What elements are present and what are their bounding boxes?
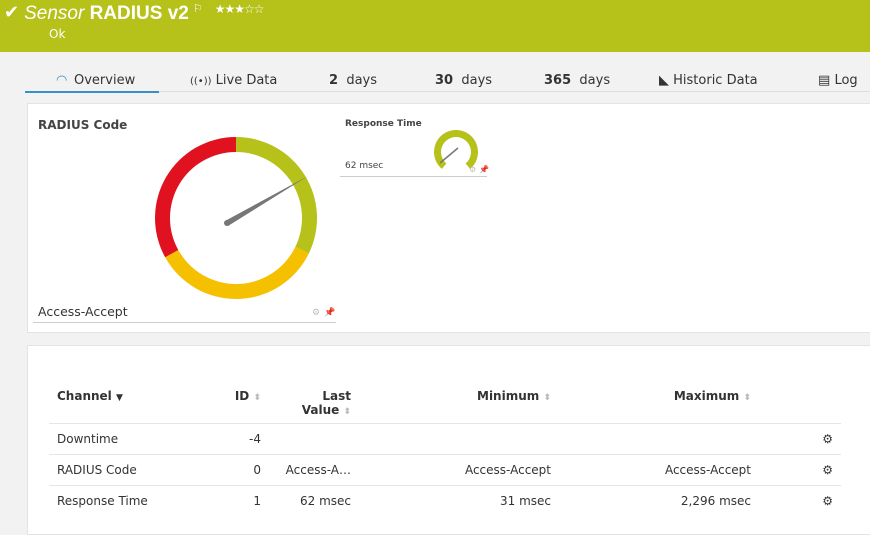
table-row[interactable]: RADIUS Code 0 Access-A… Access-Accept Access… xyxy=(49,453,841,485)
gauge-needle xyxy=(225,176,308,226)
channel-id: -4 xyxy=(199,422,269,454)
minimum xyxy=(359,422,559,454)
channel-id: 1 xyxy=(199,484,269,516)
gear-icon[interactable]: ⚙ xyxy=(469,165,477,174)
flag-icon[interactable]: ⚐ xyxy=(192,2,203,15)
divider xyxy=(340,176,487,177)
check-icon: ✔ xyxy=(4,2,20,23)
small-gauge-title: Response Time xyxy=(345,119,422,129)
gauges-panel: RADIUS Code Access-Accept ⚙ 📌 Response T… xyxy=(27,103,870,333)
col-minimum[interactable]: Minimum ⬍ xyxy=(477,389,551,403)
channel-name: Response Time xyxy=(49,484,199,516)
last-value: 62 msec xyxy=(269,484,359,516)
divider xyxy=(33,322,336,323)
pin-icon[interactable]: 📌 xyxy=(479,165,489,174)
gear-icon[interactable]: ⚙ xyxy=(312,308,321,318)
tab-log[interactable]: ▤ Log xyxy=(818,73,858,88)
main-gauge-value: Access-Accept xyxy=(38,304,128,319)
maximum: Access-Accept xyxy=(559,453,759,485)
channel-name: Downtime xyxy=(49,422,199,454)
pin-icon[interactable]: 📌 xyxy=(324,308,336,318)
maximum xyxy=(559,422,759,454)
main-gauge xyxy=(155,130,478,299)
overview-icon: ◠ xyxy=(56,73,68,88)
live-icon: ((•)) xyxy=(190,76,212,87)
maximum: 2,296 msec xyxy=(559,484,759,516)
col-channel[interactable]: Channel ▼ xyxy=(57,389,123,403)
channel-name: RADIUS Code xyxy=(49,453,199,485)
col-actions xyxy=(759,385,841,423)
sensor-title: Sensor RADIUS v2 xyxy=(24,3,189,24)
small-gauge-arc xyxy=(434,130,478,169)
settings-icon[interactable]: ⚙ xyxy=(759,422,841,454)
col-id[interactable]: ID ⬍ xyxy=(234,389,261,403)
needle-hub xyxy=(224,220,230,226)
main-gauge-dial xyxy=(155,130,478,299)
tab-30-days[interactable]: 30 days xyxy=(435,73,493,88)
settings-icon[interactable]: ⚙ xyxy=(759,484,841,516)
tab-historic-data[interactable]: ◣ Historic Data xyxy=(659,73,758,88)
priority-stars[interactable]: ★★★☆☆ xyxy=(214,2,265,16)
small-gauge-value: 62 msec xyxy=(345,161,384,171)
chart-icon: ◣ xyxy=(659,73,669,88)
channel-id: 0 xyxy=(199,453,269,485)
settings-icon[interactable]: ⚙ xyxy=(759,453,841,485)
col-last-value[interactable]: Last Value ⬍ xyxy=(301,389,351,417)
last-value: Access-A… xyxy=(269,453,359,485)
tab-2-days[interactable]: 2 days xyxy=(329,73,377,88)
sensor-header: ✔ Sensor RADIUS v2 ⚐ ★★★☆☆ Ok xyxy=(0,0,870,52)
small-gauge-needle xyxy=(439,147,459,164)
last-value xyxy=(269,422,359,454)
minimum: Access-Accept xyxy=(359,453,559,485)
table-header-row: Channel ▼ ID ⬍ Last Value ⬍ Minimum ⬍ Max… xyxy=(49,385,841,423)
main-gauge-title: RADIUS Code xyxy=(38,118,128,132)
table-row[interactable]: Response Time 1 62 msec 31 msec 2,296 msec ⚙ xyxy=(49,484,841,516)
tab-365-days[interactable]: 365 days xyxy=(544,73,611,88)
tab-bar: ◠ Overview ((•)) Live Data 2 days 30 days… xyxy=(25,70,870,93)
status-text: Ok xyxy=(49,27,66,41)
minimum: 31 msec xyxy=(359,484,559,516)
gauge-segment-red xyxy=(155,137,236,258)
header-title-row: ✔ Sensor RADIUS v2 ⚐ ★★★☆☆ xyxy=(4,2,264,26)
gauge-segment-green xyxy=(236,137,317,254)
table-row[interactable]: Downtime -4 ⚙ xyxy=(49,422,841,454)
tab-overview[interactable]: ◠ Overview xyxy=(25,73,159,93)
col-maximum[interactable]: Maximum ⬍ xyxy=(673,389,751,403)
gauge-segment-yellow xyxy=(165,246,309,299)
log-icon: ▤ xyxy=(818,73,831,88)
channels-table: Channel ▼ ID ⬍ Last Value ⬍ Minimum ⬍ Max… xyxy=(49,385,841,516)
tab-live-data[interactable]: ((•)) Live Data xyxy=(190,73,278,88)
